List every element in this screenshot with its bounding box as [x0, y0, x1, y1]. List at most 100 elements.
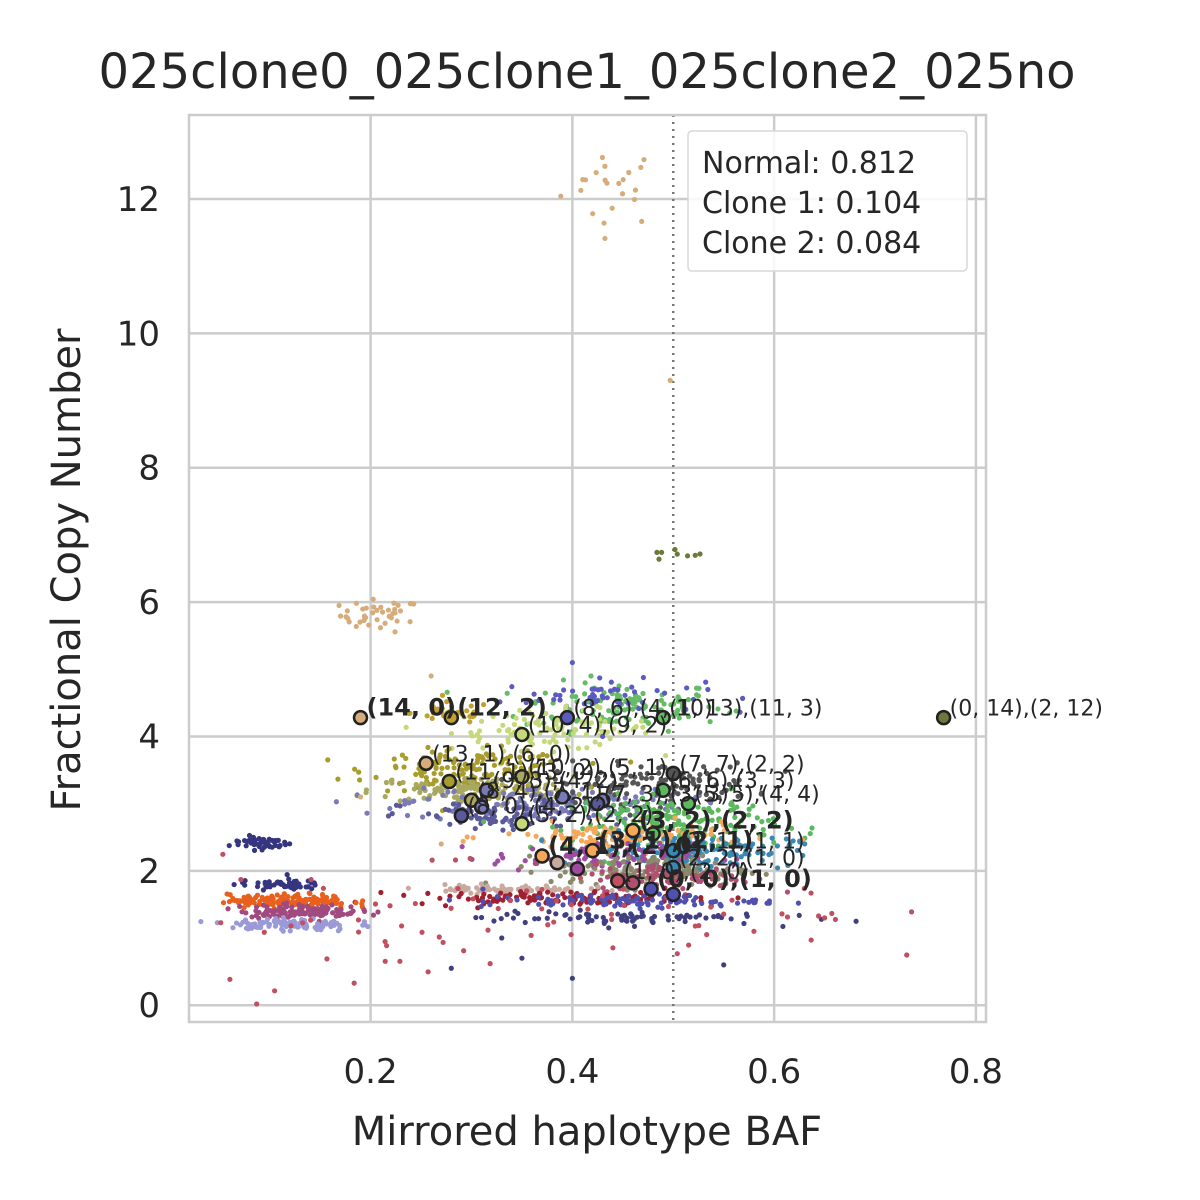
data-point — [627, 696, 633, 702]
data-point — [270, 908, 276, 915]
data-point — [807, 830, 813, 837]
data-point — [351, 980, 357, 986]
data-point — [713, 782, 719, 788]
data-point — [527, 781, 533, 787]
cluster-marker — [655, 782, 671, 798]
data-point — [615, 791, 621, 797]
data-point — [661, 690, 668, 696]
data-point — [609, 719, 615, 725]
data-point — [302, 910, 309, 917]
data-point — [529, 820, 535, 826]
data-point — [689, 828, 695, 834]
data-point — [392, 763, 399, 769]
data-point — [591, 812, 597, 818]
data-point — [484, 742, 490, 748]
data-point — [650, 797, 656, 803]
data-point — [547, 739, 553, 745]
data-point — [353, 600, 359, 606]
data-point — [336, 912, 343, 919]
data-point — [421, 785, 427, 791]
data-point — [472, 825, 478, 832]
data-point — [337, 613, 344, 619]
data-point — [442, 903, 449, 909]
data-point — [475, 739, 481, 745]
data-point — [556, 886, 563, 892]
data-point — [510, 826, 516, 833]
data-point — [499, 935, 505, 941]
data-point — [518, 748, 525, 754]
data-point — [681, 894, 687, 900]
data-point — [500, 722, 506, 728]
x-axis-label: Mirrored haplotype BAF — [352, 1109, 822, 1155]
data-point — [701, 806, 707, 812]
data-point — [402, 797, 408, 804]
data-point — [373, 774, 379, 780]
data-point — [444, 764, 451, 771]
data-point — [751, 900, 757, 906]
data-point — [692, 816, 698, 822]
data-point — [253, 924, 259, 930]
data-point — [723, 881, 729, 887]
data-point — [492, 818, 499, 824]
data-point — [375, 909, 381, 915]
data-point — [576, 791, 582, 797]
data-point — [610, 773, 616, 779]
data-point — [672, 879, 679, 885]
data-point — [610, 833, 616, 839]
data-point — [619, 191, 626, 197]
data-point — [570, 773, 577, 780]
data-point — [498, 851, 504, 857]
data-point — [325, 757, 331, 763]
data-point — [406, 800, 412, 806]
data-point — [750, 803, 756, 809]
data-point — [651, 704, 658, 710]
data-point — [464, 708, 470, 714]
data-point — [497, 699, 503, 705]
data-point — [663, 752, 669, 759]
data-point — [404, 812, 411, 819]
data-point — [679, 770, 685, 777]
data-point — [623, 715, 629, 721]
data-point — [665, 913, 671, 919]
data-point — [530, 712, 536, 718]
data-point — [606, 708, 612, 714]
data-point — [809, 825, 815, 831]
data-point — [455, 797, 461, 803]
data-point — [309, 898, 315, 904]
data-point — [602, 825, 608, 832]
data-point — [746, 899, 752, 905]
data-point — [531, 691, 537, 697]
data-point — [593, 914, 599, 920]
data-point — [274, 879, 280, 886]
data-point — [487, 902, 493, 908]
data-point — [708, 827, 714, 833]
data-point — [761, 832, 767, 838]
data-point — [646, 845, 652, 852]
data-point — [261, 912, 267, 918]
data-point — [713, 866, 719, 872]
data-point — [590, 691, 596, 698]
data-point — [436, 758, 442, 764]
data-point — [474, 885, 480, 891]
data-point — [282, 842, 289, 848]
data-point — [558, 193, 564, 199]
data-point — [621, 912, 628, 918]
data-point — [550, 892, 556, 898]
data-point — [672, 546, 678, 553]
data-point — [771, 822, 778, 828]
data-point — [630, 779, 637, 785]
cluster-marker — [443, 709, 460, 726]
data-point — [640, 852, 647, 858]
data-point — [557, 873, 563, 879]
data-point — [614, 822, 620, 828]
data-point — [478, 881, 484, 887]
data-point — [448, 731, 455, 737]
data-point — [553, 898, 560, 904]
data-point — [642, 704, 648, 710]
data-point — [272, 988, 278, 994]
data-point — [655, 858, 661, 864]
data-point — [786, 845, 792, 851]
data-point — [468, 703, 474, 709]
data-point — [732, 825, 738, 831]
data-point — [400, 779, 406, 786]
